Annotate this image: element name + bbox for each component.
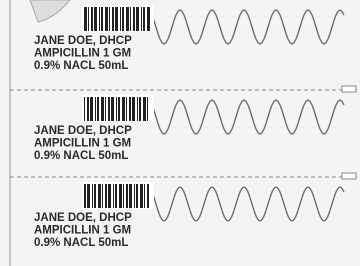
barcode-bar: [119, 184, 122, 208]
label-text: JANE DOE, DHCP: [34, 125, 132, 137]
barcode-bar: [113, 184, 114, 208]
label-text: 0.9% NACL 50mL: [34, 237, 128, 249]
barcode-bar: [94, 7, 97, 31]
label-text: AMPICILLIN 1 GM: [34, 138, 131, 150]
barcode-bar: [84, 7, 87, 31]
barcode-bar: [105, 184, 107, 208]
barcode-bar: [109, 7, 110, 31]
tab: [342, 173, 356, 179]
barcode-bar: [136, 184, 138, 208]
barcode-bar: [147, 184, 149, 208]
barcode-bar: [90, 97, 93, 121]
barcode-bar: [94, 184, 96, 208]
barcode-bar: [91, 7, 93, 31]
barcode-bar: [122, 97, 125, 121]
barcode-bar: [102, 184, 103, 208]
barcode-bar: [87, 184, 90, 208]
barcode-bar: [144, 184, 145, 208]
barcode-bar: [84, 97, 85, 121]
barcode-bar: [105, 97, 106, 121]
barcode-bar: [147, 97, 148, 121]
barcode-bar: [122, 7, 124, 31]
barcode-bar: [101, 97, 104, 121]
label-text: 0.9% NACL 50mL: [34, 60, 128, 72]
barcode-bar: [95, 97, 96, 121]
label-sheet: JANE DOE, DHCPAMPICILLIN 1 GM0.9% NACL 5…: [0, 0, 360, 266]
barcode-bar: [137, 97, 138, 121]
barcode-bar: [129, 97, 131, 121]
label-text: AMPICILLIN 1 GM: [34, 48, 131, 60]
barcode-bar: [111, 97, 114, 121]
barcode-bar: [147, 7, 150, 31]
barcode-bar: [108, 184, 111, 208]
barcode-bar: [143, 7, 145, 31]
barcode-bar: [87, 97, 89, 121]
barcode-bar: [126, 7, 129, 31]
barcode-bar: [112, 7, 114, 31]
label-text: AMPICILLIN 1 GM: [34, 225, 131, 237]
barcode-bar: [133, 7, 135, 31]
barcode-bar: [108, 97, 110, 121]
barcode-bar: [132, 97, 135, 121]
barcode-bar: [139, 97, 141, 121]
barcode-bar: [92, 184, 93, 208]
barcode-bar: [116, 97, 117, 121]
barcode-bar: [141, 7, 142, 31]
barcode-bar: [105, 7, 108, 31]
label-text: 0.9% NACL 50mL: [34, 150, 128, 162]
barcode-bar: [115, 184, 117, 208]
barcode-bar: [98, 184, 101, 208]
barcode-bar: [123, 184, 124, 208]
barcode-bar: [140, 184, 143, 208]
barcode-bar: [101, 7, 103, 31]
barcode-bar: [120, 7, 121, 31]
barcode-bar: [115, 7, 118, 31]
barcode-bar: [99, 7, 100, 31]
barcode-bar: [143, 97, 146, 121]
label-text: JANE DOE, DHCP: [34, 35, 132, 47]
barcode-bar: [136, 7, 139, 31]
barcode-bar: [129, 184, 132, 208]
barcode-bar: [134, 184, 135, 208]
barcode-bar: [88, 7, 89, 31]
barcode-bar: [118, 97, 120, 121]
barcode-bar: [84, 184, 86, 208]
barcode-bar: [126, 184, 128, 208]
label-text: JANE DOE, DHCP: [34, 212, 132, 224]
barcode-bar: [126, 97, 127, 121]
barcode-bar: [130, 7, 131, 31]
barcode-bar: [97, 97, 99, 121]
tab: [342, 86, 356, 92]
